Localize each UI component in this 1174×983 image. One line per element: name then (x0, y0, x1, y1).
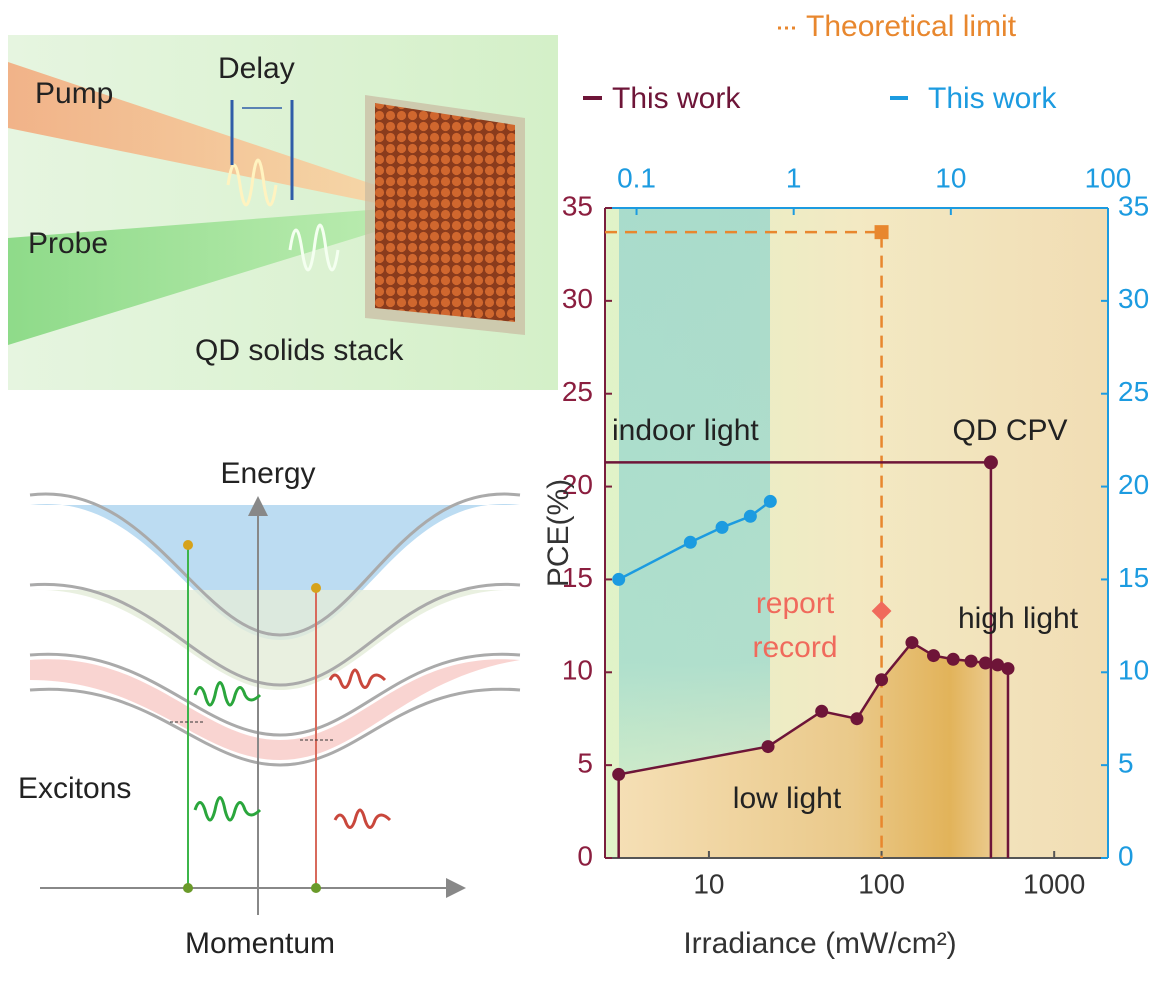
data-point (715, 520, 729, 534)
limit-point (874, 225, 889, 240)
data-point (763, 494, 777, 508)
legend-label: Theoretical limit (806, 10, 1017, 43)
x2-tick-label: 100 (1085, 162, 1132, 193)
y2-tick-label: 0 (1118, 840, 1134, 871)
y-tick-label: 5 (577, 748, 593, 779)
label: Energy (220, 457, 315, 490)
x-axis-title: Irradiance (mW/cm²) (683, 927, 956, 960)
data-point (683, 535, 697, 549)
data-point (875, 673, 889, 687)
data-point (612, 767, 626, 781)
cpv-point (983, 455, 998, 470)
data-point (850, 712, 864, 726)
annotation: record (752, 631, 837, 664)
data-point (927, 649, 941, 663)
legend-label: This work (612, 82, 741, 115)
label: Momentum (185, 927, 335, 960)
pump-probe-schematic: Pump Delay Probe QD solids stack (8, 35, 558, 390)
y2-tick-label: 20 (1118, 469, 1149, 500)
exciton-schematic: Energy Excitons Momentum (18, 457, 521, 960)
y-tick-label: 35 (562, 190, 593, 221)
region-label: low light (733, 782, 842, 815)
y2-tick-label: 30 (1118, 283, 1149, 314)
y2-tick-label: 25 (1118, 376, 1149, 407)
legend-label: This work (928, 82, 1057, 115)
label: Excitons (18, 772, 131, 805)
data-point (612, 572, 626, 586)
y-tick-label: 25 (562, 376, 593, 407)
chart: 0 5 10 15 20 25 30 35 0 5 10 15 20 25 30 35 10 100 1000 0.1… (542, 10, 1149, 960)
data-point (991, 658, 1005, 672)
y-tick-label: 15 (562, 562, 593, 593)
low-light-area (618, 642, 1008, 858)
data-point (905, 636, 919, 650)
y2-tick-label: 35 (1118, 190, 1149, 221)
y-tick-label: 10 (562, 655, 593, 686)
data-point (761, 740, 775, 754)
region-label: indoor light (612, 414, 759, 447)
data-point (978, 656, 992, 670)
x-tick-label: 100 (858, 868, 905, 899)
y2-tick-label: 15 (1118, 562, 1149, 593)
y-tick-label: 20 (562, 469, 593, 500)
label: QD solids stack (195, 334, 404, 367)
label: Probe (28, 227, 108, 260)
annotation: QD CPV (952, 414, 1067, 447)
data-point (743, 509, 757, 523)
y-axis-title: PCE(%) (542, 479, 575, 587)
data-point (946, 652, 960, 666)
x2-tick-label: 1 (786, 162, 802, 193)
x-tick-label: 10 (693, 868, 724, 899)
x2-tick-label: 10 (935, 162, 966, 193)
data-point (815, 704, 829, 718)
region-label: high light (958, 602, 1079, 635)
data-point (964, 654, 978, 668)
data-point (1001, 662, 1015, 676)
label: Pump (35, 77, 113, 110)
record-point (871, 601, 892, 621)
y-tick-label: 30 (562, 283, 593, 314)
y2-tick-label: 5 (1118, 748, 1134, 779)
y-tick-label: 0 (577, 840, 593, 871)
y2-tick-label: 10 (1118, 655, 1149, 686)
annotation: report (756, 587, 835, 620)
x2-tick-label: 0.1 (617, 162, 656, 193)
x-tick-label: 1000 (1023, 868, 1085, 899)
label: Delay (218, 52, 295, 85)
